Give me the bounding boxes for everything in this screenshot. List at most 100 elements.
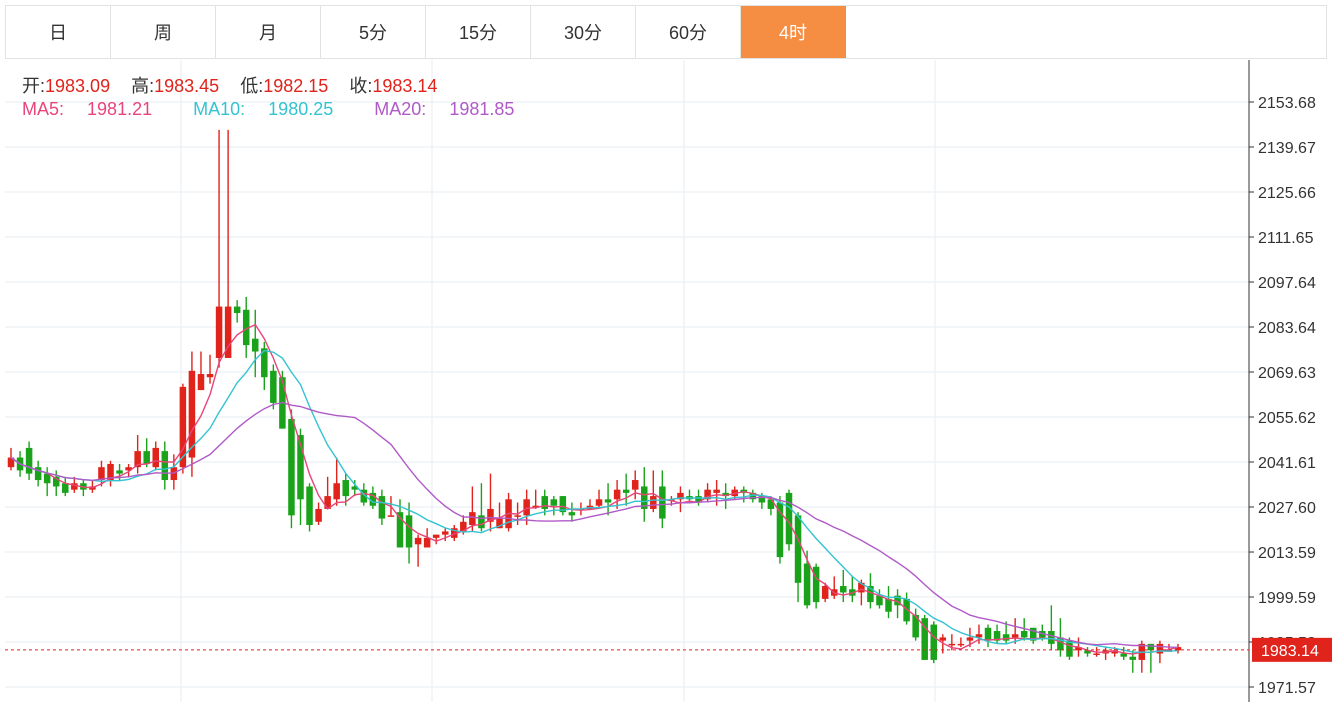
current-price-tag <box>1252 637 1332 662</box>
y-tick-label: 2097.64 <box>1258 275 1316 292</box>
candle-body <box>1002 634 1010 641</box>
candle-body <box>478 515 485 529</box>
candle-body <box>306 486 313 526</box>
candle-body <box>496 518 503 529</box>
y-tick-label: 1971.57 <box>1258 680 1316 697</box>
candle-body <box>1075 647 1082 651</box>
period-tabs: 日周月 5分 15分 30分 60分 4时 <box>5 5 846 59</box>
candle-body <box>532 505 539 508</box>
ma10-line <box>10 349 1179 653</box>
y-tick-label: 2111.65 <box>1258 230 1314 247</box>
y-tick-label: 2069.63 <box>1258 365 1316 382</box>
candle-body <box>776 502 784 558</box>
candle-body <box>930 624 938 660</box>
candle-body <box>270 370 277 403</box>
candle-body <box>315 508 322 522</box>
candle-body <box>161 451 169 481</box>
y-tick-label: 2153.68 <box>1258 95 1316 112</box>
close-value: 1983.14 <box>372 76 438 96</box>
candle-body <box>957 643 965 646</box>
candle-body <box>903 598 910 622</box>
ma5-value: 1981.21 <box>87 99 153 119</box>
tab-7[interactable]: 60分 <box>636 6 741 58</box>
candle-body <box>1120 653 1127 657</box>
tab-2[interactable]: 周 <box>111 6 216 58</box>
y-tick-label: 2041.61 <box>1258 455 1316 472</box>
candle-body <box>858 582 865 593</box>
ma10-readout: MA10: 1980.25 <box>193 99 351 119</box>
candle-body <box>1156 643 1164 654</box>
candle-body <box>894 595 901 606</box>
candle-body <box>749 492 757 500</box>
candle-body <box>52 476 60 487</box>
candle-body <box>107 463 114 481</box>
candle-body <box>369 492 377 506</box>
y-tick-label: 2139.67 <box>1258 140 1316 157</box>
candle-body <box>975 634 983 638</box>
candle-body <box>170 467 178 481</box>
y-tick-label: 2125.66 <box>1258 185 1316 202</box>
candle-body <box>342 480 349 497</box>
candle-body <box>152 447 160 468</box>
candle-body <box>1084 650 1091 654</box>
y-tick-label: 2055.62 <box>1258 410 1316 427</box>
candle-body <box>713 489 720 493</box>
tab-1[interactable]: 日 <box>6 6 111 58</box>
candle-body <box>704 489 711 500</box>
candle-body <box>631 480 639 490</box>
candle-body <box>414 537 422 545</box>
ma10-label: MA10: <box>193 99 246 119</box>
candle-body <box>604 499 612 503</box>
candle-body <box>912 614 919 638</box>
candle-body <box>514 515 521 517</box>
candle-body <box>378 496 386 519</box>
candle-body <box>722 492 729 497</box>
candle-body <box>396 512 404 548</box>
ma20-readout: MA20: 1981.85 <box>374 99 532 119</box>
candle-body <box>43 473 51 484</box>
candle-body <box>324 496 331 509</box>
candle-body <box>487 508 494 522</box>
candle-body <box>840 586 847 593</box>
candle-body <box>1129 656 1137 660</box>
ma5-label: MA5: <box>22 99 65 119</box>
candle-body <box>1057 637 1064 651</box>
candle-body <box>640 486 648 509</box>
tab-6[interactable]: 30分 <box>531 6 636 58</box>
candle-body <box>1111 650 1118 654</box>
ma-readout: MA5: 1981.21 MA10: 1980.25 MA20: 1981.85 <box>22 99 550 120</box>
candle-body <box>758 496 766 503</box>
candle-body <box>867 586 874 603</box>
candle-body <box>261 348 268 378</box>
candlestick-chart: 2153.68 2139.67 2125.66 2111.65 2097.64 2083.… <box>5 60 1332 702</box>
candle-body <box>441 531 449 535</box>
candle-body <box>1093 653 1100 655</box>
candle-body <box>242 309 250 346</box>
candle-body <box>125 467 132 471</box>
tab-4[interactable]: 5分 <box>321 6 426 58</box>
tab-8[interactable]: 4时 <box>741 6 846 58</box>
candle-body <box>351 486 359 490</box>
candle-body <box>812 566 820 603</box>
candle-body <box>984 627 992 641</box>
low-value: 1982.15 <box>263 76 329 96</box>
close-label: 收: <box>349 76 373 96</box>
y-tick-label: 1999.59 <box>1258 590 1316 607</box>
tab-5[interactable]: 15分 <box>426 6 531 58</box>
candle-body <box>188 370 196 458</box>
ohlc-readout: 开:1983.09 高:1983.45 低:1982.15 收:1983.14 <box>22 72 453 98</box>
y-tick-label: 2083.64 <box>1258 320 1316 337</box>
candle-body <box>559 496 567 513</box>
candle-body <box>948 643 956 646</box>
high-label: 高: <box>131 76 155 96</box>
candle-body <box>360 489 368 503</box>
candle-body <box>288 418 295 516</box>
candle-body <box>794 515 802 583</box>
candle-body <box>921 618 928 660</box>
tab-3[interactable]: 月 <box>216 6 321 58</box>
candle-body <box>523 499 530 516</box>
candle-body <box>595 499 603 506</box>
candle-body <box>469 512 476 526</box>
candle-body <box>405 515 413 548</box>
candle-body <box>993 631 1001 641</box>
